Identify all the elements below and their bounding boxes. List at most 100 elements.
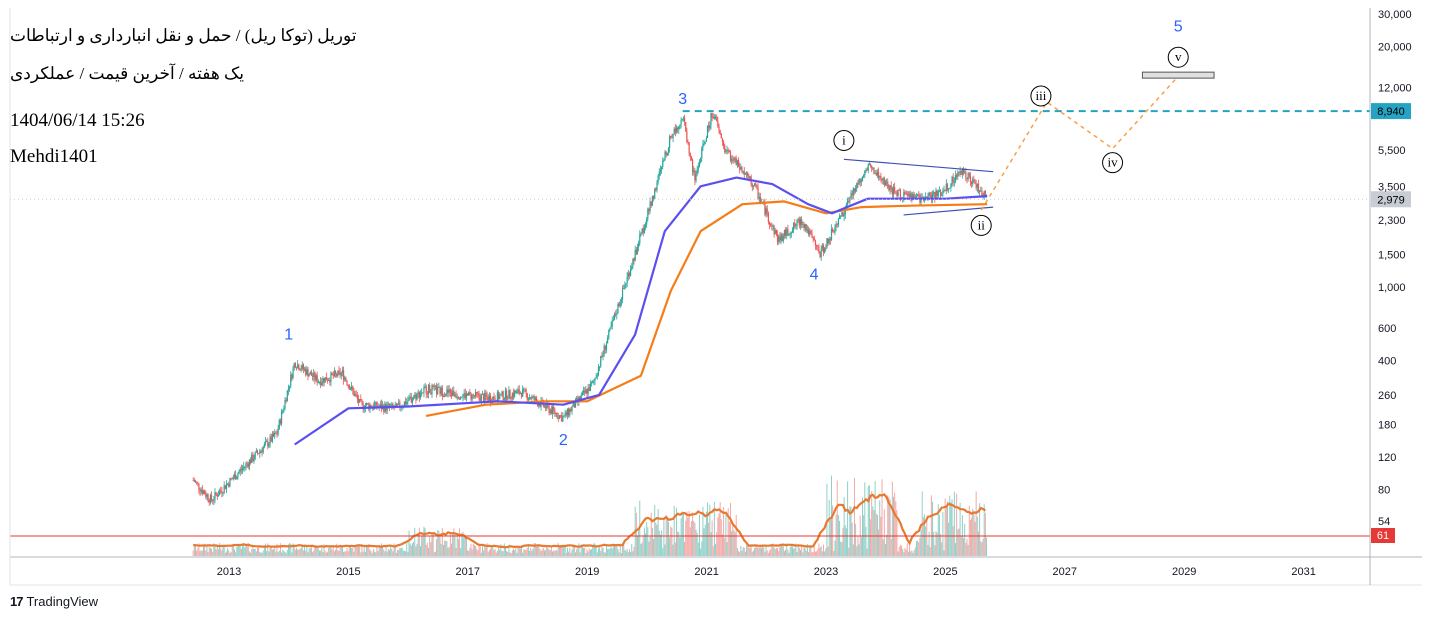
volume-bar bbox=[820, 546, 822, 556]
y-tick-label: 600 bbox=[1378, 323, 1396, 335]
volume-bar bbox=[228, 550, 230, 556]
candle-body bbox=[289, 385, 291, 388]
candle-body bbox=[832, 228, 834, 232]
volume-bar bbox=[206, 546, 208, 556]
candle-body bbox=[768, 221, 771, 225]
candle-body bbox=[466, 393, 469, 396]
volume-bar bbox=[733, 529, 735, 556]
candle-body bbox=[425, 386, 427, 394]
volume-bar bbox=[362, 551, 364, 556]
volume-bar bbox=[545, 549, 547, 556]
volume-bar bbox=[960, 535, 962, 556]
volume-bar bbox=[460, 548, 462, 556]
volume-bar bbox=[661, 530, 663, 556]
candle-body bbox=[911, 193, 913, 199]
volume-bar bbox=[560, 544, 562, 556]
volume-bar bbox=[770, 549, 772, 556]
x-tick-label: 2025 bbox=[933, 566, 957, 578]
volume-bar bbox=[330, 546, 332, 556]
candle-body bbox=[331, 372, 333, 375]
volume-bar bbox=[717, 517, 719, 556]
candle-body bbox=[597, 367, 600, 376]
candle-body bbox=[641, 228, 643, 234]
candle-body bbox=[222, 492, 224, 494]
candle-body bbox=[876, 172, 879, 176]
volume-bar bbox=[623, 543, 625, 556]
candle-body bbox=[309, 372, 311, 375]
candle-body bbox=[416, 393, 418, 400]
volume-bar bbox=[694, 522, 696, 556]
candle-body bbox=[508, 390, 510, 399]
candle-body bbox=[493, 396, 495, 400]
candle-body bbox=[329, 380, 331, 382]
volume-bar bbox=[519, 548, 521, 556]
candle-body bbox=[283, 407, 285, 411]
volume-bar bbox=[842, 527, 844, 556]
volume-bar bbox=[467, 550, 469, 556]
volume-bar bbox=[476, 548, 478, 556]
volume-bar bbox=[849, 506, 851, 556]
candle-body bbox=[594, 377, 596, 381]
candle-body bbox=[287, 387, 290, 391]
candle-body bbox=[608, 330, 610, 338]
candle-body bbox=[721, 138, 724, 143]
volume-bar bbox=[686, 511, 688, 556]
volume-bar bbox=[922, 517, 924, 556]
candle-body bbox=[551, 406, 554, 414]
x-tick-label: 2029 bbox=[1172, 566, 1196, 578]
volume-bar bbox=[870, 519, 872, 556]
volume-bar bbox=[896, 510, 898, 556]
volume-bar bbox=[266, 550, 268, 556]
volume-bar bbox=[725, 511, 727, 556]
candle-body bbox=[465, 393, 468, 398]
candle-body bbox=[515, 391, 517, 394]
candle-body bbox=[669, 135, 671, 149]
candle-body bbox=[879, 175, 881, 178]
candle-body bbox=[305, 368, 307, 375]
candle-body bbox=[649, 201, 651, 211]
volume-bar bbox=[852, 544, 854, 556]
candle-body bbox=[712, 116, 714, 119]
candle-body bbox=[452, 390, 454, 396]
volume-bar bbox=[811, 552, 813, 556]
volume-bar bbox=[746, 544, 748, 556]
candle-body bbox=[458, 398, 461, 400]
volume-bar bbox=[911, 550, 913, 556]
candle-body bbox=[346, 380, 348, 385]
candle-body bbox=[864, 170, 866, 176]
volume-bar bbox=[933, 531, 935, 556]
volume-bar bbox=[394, 544, 396, 556]
volume-bar bbox=[782, 544, 784, 556]
candle-body bbox=[967, 173, 969, 180]
volume-bar bbox=[926, 518, 928, 556]
volume-bar bbox=[695, 530, 697, 556]
candle-body bbox=[199, 489, 201, 492]
candle-body bbox=[468, 392, 470, 396]
y-tick-label: 12,000 bbox=[1378, 82, 1412, 94]
volume-bar bbox=[924, 514, 926, 556]
wave-label: iv bbox=[1107, 155, 1118, 170]
wave-label: i bbox=[842, 132, 846, 147]
candle-body bbox=[827, 238, 829, 244]
candle-body bbox=[781, 234, 783, 241]
volume-bar bbox=[502, 551, 504, 556]
candle-body bbox=[868, 164, 870, 165]
candle-body bbox=[795, 225, 797, 227]
volume-bar bbox=[501, 551, 503, 556]
volume-bar bbox=[230, 551, 232, 556]
volume-bar bbox=[366, 544, 368, 556]
candle-body bbox=[895, 191, 897, 193]
candle-body bbox=[336, 373, 338, 377]
candle-body bbox=[954, 175, 957, 182]
volume-bar bbox=[338, 550, 340, 556]
candle-body bbox=[503, 398, 505, 401]
candle-body bbox=[944, 190, 946, 191]
candle-body bbox=[607, 337, 609, 344]
candle-body bbox=[790, 232, 792, 234]
candle-body bbox=[252, 454, 254, 461]
candle-body bbox=[316, 375, 318, 383]
candle-body bbox=[908, 194, 911, 198]
tradingview-logo[interactable]: 17 TradingView bbox=[10, 594, 98, 609]
volume-bar bbox=[810, 546, 812, 556]
